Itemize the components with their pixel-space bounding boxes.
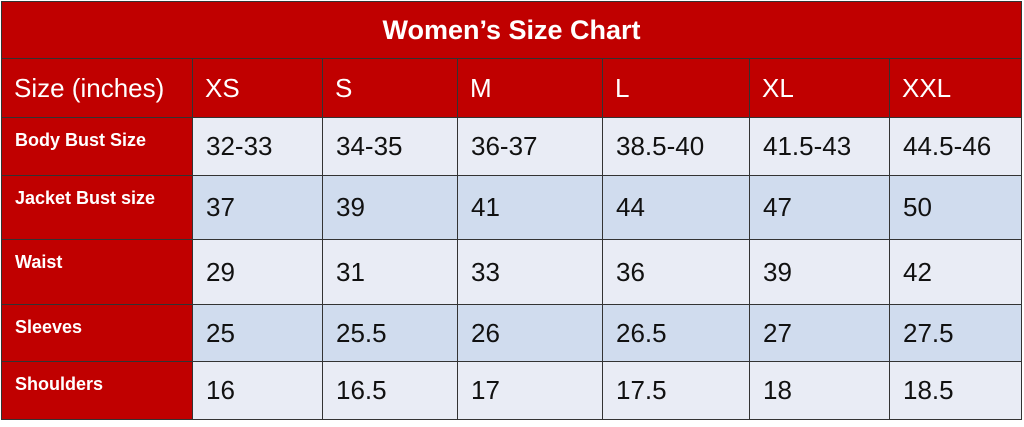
table-cell: 31 [323, 240, 458, 305]
table-cell: 25 [193, 305, 323, 362]
table-cell: 17 [458, 362, 603, 420]
table-cell: 41 [458, 176, 603, 240]
header-cell: L [603, 59, 750, 118]
header-cell: M [458, 59, 603, 118]
table-cell: 26.5 [603, 305, 750, 362]
table-cell: 17.5 [603, 362, 750, 420]
table-title: Women’s Size Chart [1, 1, 1022, 59]
header-cell: XXL [890, 59, 1022, 118]
row-label: Body Bust Size [1, 118, 193, 176]
table-cell: 44.5-46 [890, 118, 1022, 176]
row-label: Waist [1, 240, 193, 305]
table-cell: 26 [458, 305, 603, 362]
row-label: Sleeves [1, 305, 193, 362]
table-cell: 47 [750, 176, 890, 240]
table-cell: 27.5 [890, 305, 1022, 362]
table-cell: 36 [603, 240, 750, 305]
table-cell: 39 [750, 240, 890, 305]
header-cell: S [323, 59, 458, 118]
row-label: Shoulders [1, 362, 193, 420]
table-cell: 29 [193, 240, 323, 305]
table-cell: 25.5 [323, 305, 458, 362]
table-cell: 32-33 [193, 118, 323, 176]
header-cell: XS [193, 59, 323, 118]
header-cell: Size (inches) [1, 59, 193, 118]
table-cell: 37 [193, 176, 323, 240]
table-cell: 50 [890, 176, 1022, 240]
table-cell: 38.5-40 [603, 118, 750, 176]
table-cell: 16 [193, 362, 323, 420]
table-cell: 42 [890, 240, 1022, 305]
table-cell: 44 [603, 176, 750, 240]
row-label: Jacket Bust size [1, 176, 193, 240]
table-cell: 39 [323, 176, 458, 240]
header-cell: XL [750, 59, 890, 118]
table-cell: 36-37 [458, 118, 603, 176]
table-cell: 27 [750, 305, 890, 362]
table-cell: 41.5-43 [750, 118, 890, 176]
table-cell: 34-35 [323, 118, 458, 176]
table-cell: 16.5 [323, 362, 458, 420]
table-cell: 33 [458, 240, 603, 305]
table-cell: 18.5 [890, 362, 1022, 420]
table-cell: 18 [750, 362, 890, 420]
